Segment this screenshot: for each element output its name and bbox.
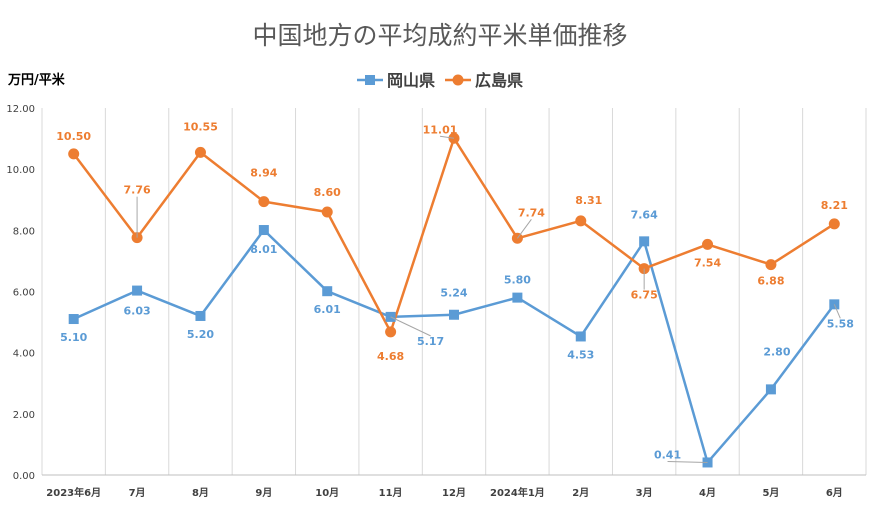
data-label: 5.58 [827, 317, 854, 330]
data-label: 10.55 [183, 120, 218, 133]
data-label: 11.01 [423, 123, 458, 136]
data-point-square [258, 225, 269, 236]
data-point-square [68, 314, 79, 325]
y-tick-label: 0.00 [13, 471, 35, 482]
label-leader-line [439, 135, 455, 139]
x-tick-label: 12月 [442, 487, 466, 499]
y-axis-unit-label: 万円/平米 [7, 72, 66, 88]
data-point-square [195, 310, 206, 321]
legend-entry-label: 広島県 [475, 71, 523, 90]
data-label: 8.60 [314, 186, 341, 199]
label-leader-line [833, 304, 841, 319]
label-leader-line [390, 316, 431, 337]
data-point-square [765, 384, 776, 395]
data-point-circle [258, 196, 270, 208]
data-label: 7.64 [631, 208, 658, 221]
data-label: 7.74 [518, 206, 545, 219]
data-point-square [322, 286, 333, 297]
data-label: 5.10 [60, 331, 87, 344]
x-tick-label: 9月 [255, 487, 272, 499]
legend-marker-square [365, 75, 375, 85]
y-tick-label: 8.00 [13, 226, 35, 237]
data-label: 6.88 [757, 275, 784, 288]
series-layer [68, 132, 840, 468]
data-point-circle [385, 326, 397, 338]
label-leader-line [516, 218, 532, 239]
legend-marker-circle [452, 74, 464, 86]
data-label: 8.01 [250, 243, 277, 256]
x-tick-label: 2023年6月 [46, 486, 101, 499]
data-label: 8.31 [575, 194, 602, 207]
x-tick-label: 11月 [379, 487, 403, 499]
data-point-square [449, 309, 459, 320]
data-point-circle [68, 148, 80, 160]
label-leader-line [667, 460, 708, 463]
gridlines [41, 108, 867, 475]
x-tick-label: 6月 [826, 487, 843, 499]
data-label: 7.54 [694, 256, 721, 269]
series-line [72, 137, 835, 334]
data-label: 5.80 [504, 274, 531, 287]
x-tick-label: 3月 [636, 487, 653, 499]
x-tick-label: 8月 [192, 487, 209, 499]
x-tick-label: 2月 [572, 487, 589, 499]
data-label: 8.94 [250, 167, 277, 180]
x-tick-label: 5月 [762, 487, 779, 499]
data-label: 4.68 [377, 350, 404, 363]
data-point-circle [702, 238, 714, 250]
data-point-square [132, 285, 143, 296]
data-point-circle [321, 206, 333, 218]
data-label: 2.80 [763, 345, 790, 358]
data-label: 6.75 [631, 289, 658, 302]
y-tick-label: 12.00 [6, 104, 35, 115]
data-label: 5.24 [440, 287, 467, 300]
x-tick-label: 2024年1月 [490, 486, 545, 499]
y-tick-label: 2.00 [13, 410, 35, 421]
data-label: 0.41 [654, 448, 681, 461]
data-point-square [575, 331, 586, 342]
data-point-square [512, 292, 523, 303]
x-tick-label: 7月 [129, 487, 146, 499]
y-tick-label: 6.00 [13, 288, 35, 299]
data-label: 6.03 [124, 305, 151, 318]
data-label: 10.50 [56, 130, 91, 143]
data-point-circle [828, 218, 840, 230]
data-label: 4.53 [567, 348, 594, 361]
data-labels-layer: 5.10 6.03 5.20 8.01 6.01 5.17 5.24 5.80 4.53 7.64… [56, 120, 854, 463]
data-point-circle [575, 215, 587, 227]
legend-entry-label: 岡山県 [387, 71, 435, 90]
data-label: 5.20 [187, 328, 214, 341]
data-label: 6.01 [314, 303, 341, 316]
data-point-circle [765, 259, 777, 271]
y-tick-label: 4.00 [13, 349, 35, 360]
data-point-circle [194, 146, 206, 158]
x-tick-label: 10月 [315, 487, 339, 499]
x-tick-label: 4月 [699, 487, 716, 499]
data-label: 7.76 [124, 184, 151, 197]
data-label: 5.17 [417, 335, 444, 348]
data-point-square [639, 236, 650, 247]
chart-title: 中国地方の平均成約平米単価推移 [252, 21, 627, 50]
axes: 0.00 2.00 4.00 6.00 8.00 10.00 12.00 2023年6月 7月 8… [6, 104, 866, 499]
y-tick-label: 10.00 [6, 165, 35, 176]
legend: 岡山県 広島県 [357, 71, 523, 90]
data-label: 8.21 [821, 199, 848, 212]
